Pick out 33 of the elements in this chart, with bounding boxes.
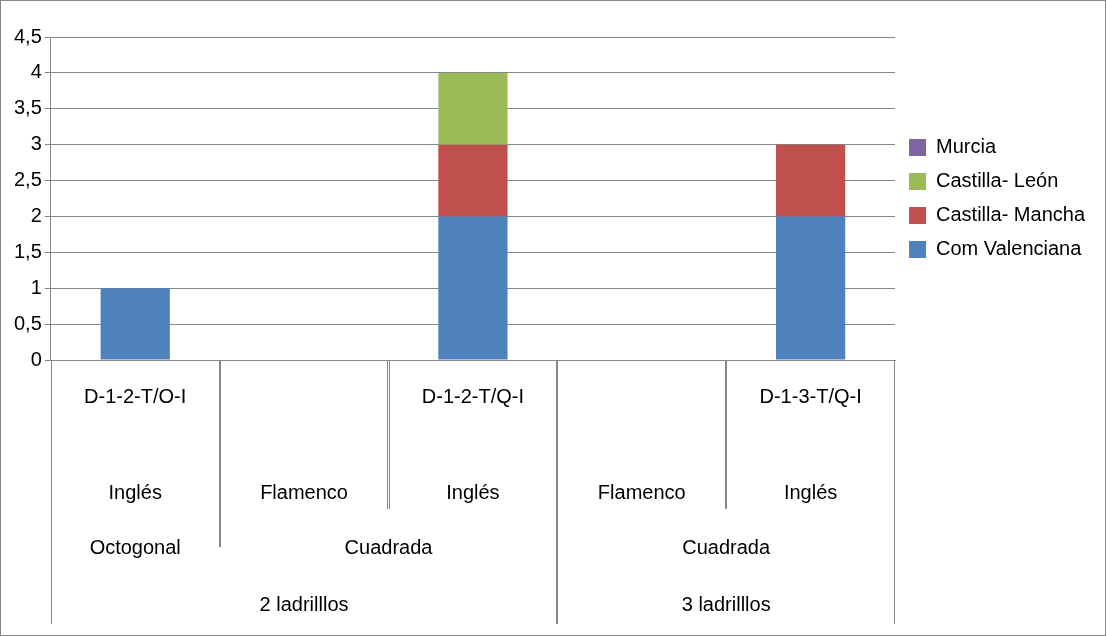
text: Octogonal bbox=[88, 535, 182, 559]
text: Cuadrada bbox=[343, 535, 434, 559]
text: Flamenco bbox=[259, 480, 349, 504]
text: Inglés bbox=[782, 480, 839, 504]
y-tick-label: 0,5 bbox=[13, 311, 42, 334]
x-tick-label: D-1-2-T/Q-I bbox=[420, 384, 526, 408]
legend-label: Murcia bbox=[936, 135, 997, 158]
bar bbox=[100, 288, 170, 360]
y-tick-label: 0 bbox=[30, 347, 42, 370]
x-tick-label: D-1-3-T/Q-I bbox=[758, 384, 863, 408]
legend-label: Castilla- Mancha bbox=[936, 203, 1086, 226]
text: Inglés bbox=[107, 480, 163, 504]
y-tick-label: 2 bbox=[30, 203, 42, 226]
y-tick-label: 1 bbox=[30, 275, 42, 298]
text: Cuadrada bbox=[681, 535, 772, 559]
text: 2 ladrilllos bbox=[258, 592, 350, 616]
y-tick-label: 4 bbox=[30, 60, 42, 83]
bar bbox=[438, 72, 508, 145]
y-tick-label: 3,5 bbox=[13, 96, 42, 119]
y-tick-label: 1,5 bbox=[13, 239, 42, 262]
text: 3 ladrilllos bbox=[680, 592, 772, 616]
legend-label: Com Valenciana bbox=[936, 237, 1083, 260]
bar bbox=[438, 144, 508, 217]
y-tick-label: 4,5 bbox=[13, 24, 42, 47]
y-tick-label: 3 bbox=[30, 132, 42, 155]
bar bbox=[776, 216, 846, 360]
x-tick-label: D-1-2-T/O-I bbox=[83, 384, 188, 408]
legend-label: Castilla- León bbox=[936, 169, 1059, 192]
y-tick-label: 2,5 bbox=[13, 168, 42, 191]
text: Inglés bbox=[445, 480, 501, 504]
bar bbox=[438, 216, 508, 360]
text: Flamenco bbox=[596, 480, 687, 504]
bar bbox=[776, 144, 846, 217]
